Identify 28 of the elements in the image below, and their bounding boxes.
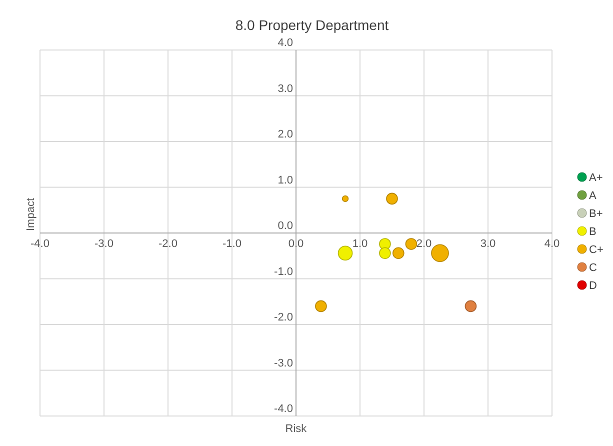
y-tick-label: 3.0 — [278, 82, 293, 95]
x-tick-label: 3.0 — [480, 238, 496, 250]
legend-label: A — [589, 190, 597, 202]
y-tick-label: -1.0 — [274, 266, 293, 278]
y-tick-label: 0.0 — [278, 220, 293, 232]
x-tick-label: 0.0 — [288, 238, 304, 250]
y-tick-label: 1.0 — [278, 174, 293, 186]
legend-label: C — [589, 262, 597, 274]
y-tick-label: 4.0 — [278, 37, 293, 49]
y-axis-title: Impact — [25, 198, 37, 231]
x-tick-label: -4.0 — [30, 238, 50, 250]
y-tick-label: 2.0 — [278, 128, 293, 140]
x-tick-label: -1.0 — [222, 238, 242, 250]
legend-label: D — [589, 280, 597, 292]
y-tick-label: -2.0 — [274, 312, 293, 324]
x-tick-label: 1.0 — [352, 238, 368, 250]
x-tick-label: 2.0 — [416, 238, 432, 250]
y-tick-label: -3.0 — [274, 357, 293, 370]
x-tick-label: -3.0 — [94, 238, 114, 250]
legend-label: B — [589, 226, 596, 238]
x-tick-label: -2.0 — [158, 238, 178, 250]
chart-title: 8.0 Property Department — [235, 17, 389, 33]
x-tick-label: 4.0 — [544, 238, 560, 250]
legend-label: B+ — [589, 208, 603, 220]
x-axis-title: Risk — [285, 423, 308, 435]
legend-label: C+ — [589, 244, 604, 256]
y-tick-label: -4.0 — [274, 403, 293, 415]
legend-label: A+ — [589, 172, 603, 184]
